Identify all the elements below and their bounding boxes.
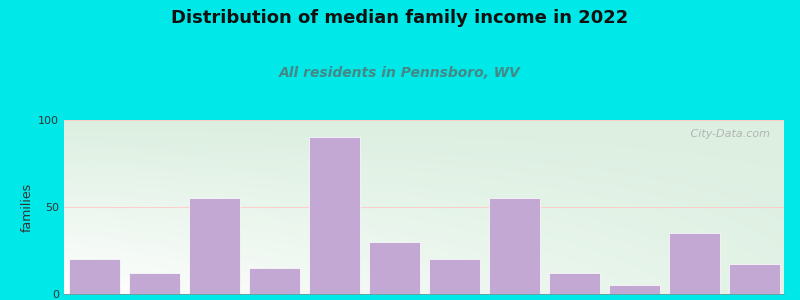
Bar	[729, 264, 779, 294]
Bar	[669, 233, 719, 294]
Bar	[429, 259, 479, 294]
Text: Distribution of median family income in 2022: Distribution of median family income in …	[171, 9, 629, 27]
Bar	[609, 285, 659, 294]
Bar	[189, 198, 239, 294]
Bar	[129, 273, 179, 294]
Bar	[309, 137, 359, 294]
Text: City-Data.com: City-Data.com	[686, 129, 770, 139]
Bar	[249, 268, 299, 294]
Bar	[549, 273, 599, 294]
Bar	[369, 242, 419, 294]
Bar	[489, 198, 539, 294]
Text: All residents in Pennsboro, WV: All residents in Pennsboro, WV	[279, 66, 521, 80]
Y-axis label: families: families	[21, 182, 34, 232]
Bar	[69, 259, 119, 294]
